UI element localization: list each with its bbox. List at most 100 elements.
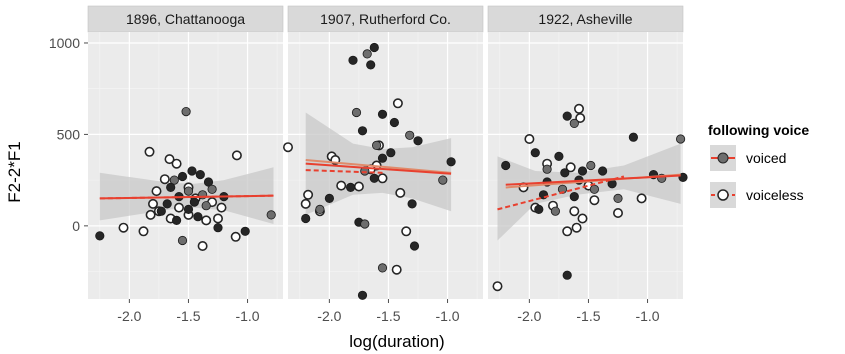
voiced-point (357, 126, 368, 136)
voiced-point (371, 140, 382, 150)
panels: 1896, Chattanooga 1907, Rutherford Co. 192… (87, 5, 688, 300)
facet-strip-label: 1896, Chattanooga (126, 11, 245, 27)
voiced-point (534, 204, 544, 214)
facet-strip-label: 1907, Rutherford Co. (320, 11, 451, 27)
x-axis-title: log(duration) (349, 332, 444, 351)
voiceless-point (216, 202, 227, 213)
voiced-point (348, 55, 358, 65)
voiced-point (501, 160, 511, 171)
voiced-point (557, 184, 568, 194)
confidence-band (99, 167, 274, 224)
voiced-point (569, 118, 579, 129)
voiced-point (597, 166, 608, 176)
x-tick-label: -2.0 (117, 308, 141, 324)
voiced-point (201, 201, 211, 211)
voiceless-point (118, 222, 129, 233)
voiced-point (177, 171, 188, 182)
voiceless-point (571, 222, 582, 233)
voiced-point (569, 192, 579, 202)
legend-point-voiceless (717, 189, 729, 201)
voiceless-point (353, 181, 364, 192)
facet-panel: 1896, Chattanooga (87, 5, 284, 299)
voiceless-fit-line (305, 169, 383, 174)
voiced-fit-line (305, 162, 452, 175)
voiced-point (366, 60, 376, 70)
voiced-point (156, 206, 166, 216)
voiced-point (345, 182, 356, 192)
voiceless-point (148, 198, 159, 209)
voiced-point (324, 193, 334, 203)
voiced-point (362, 49, 372, 59)
overall-fit-line (305, 159, 452, 174)
x-tick-label: -1.5 (576, 308, 600, 324)
voiced-point (386, 148, 396, 158)
legend: following voice voiced voiceless (708, 122, 809, 208)
voiced-point (207, 184, 217, 194)
legend-point-voiced (717, 152, 729, 164)
voiceless-point (573, 103, 584, 114)
confidence-band (497, 143, 681, 241)
voiced-point (413, 136, 423, 146)
voiceless-fit-line (497, 175, 625, 211)
voiced-point (589, 184, 600, 194)
voiced-point (678, 172, 688, 182)
facet-strip-label: 1922, Asheville (538, 11, 632, 27)
voiced-point (266, 210, 276, 220)
voiceless-point (151, 186, 162, 197)
voiced-point (562, 270, 572, 280)
legend-title: following voice (708, 122, 809, 138)
voiceless-point (164, 154, 175, 165)
voiceless-point (392, 98, 403, 109)
voiceless-point (197, 241, 208, 252)
y-axis: 0 500 1000 (49, 35, 88, 234)
voiced-point (183, 186, 194, 196)
voiced-point (189, 197, 199, 207)
panel-background (88, 32, 283, 299)
voiceless-point (138, 226, 149, 237)
voiced-point (357, 290, 368, 300)
voiced-point (446, 157, 456, 167)
voiced-point (169, 175, 179, 185)
voiced-point (613, 193, 623, 203)
voiceless-point (230, 231, 241, 242)
voiced-point (409, 241, 420, 251)
x-tick-label: -2.0 (517, 308, 541, 324)
voiced-point (315, 204, 325, 214)
voiced-point (351, 107, 362, 118)
facet-panel: 1922, Asheville (487, 5, 688, 299)
voiced-point (542, 164, 552, 174)
voiced-point (628, 132, 639, 142)
voiced-fit-line (505, 174, 681, 186)
voiced-point (377, 109, 388, 119)
x-tick-label: -1.0 (435, 308, 459, 324)
voiceless-point (395, 187, 406, 198)
voiced-point (162, 199, 172, 209)
voiced-point (172, 215, 182, 225)
voiced-point (530, 148, 540, 158)
voiceless-point (145, 209, 156, 220)
voiced-point (240, 226, 250, 236)
voiced-point (586, 160, 596, 171)
x-tick-label: -1.5 (376, 308, 400, 324)
voiced-point (369, 42, 379, 53)
voiced-point (554, 151, 564, 161)
voiceless-point (144, 146, 155, 157)
y-tick-label: 1000 (49, 35, 80, 51)
voiceless-point (159, 174, 170, 185)
voiceless-point (391, 264, 402, 275)
voiced-point (213, 223, 223, 233)
voiced-point (560, 168, 570, 178)
x-tick-label: -2.0 (317, 308, 341, 324)
voiced-point (438, 175, 448, 185)
voiceless-point (565, 162, 576, 173)
facet-strip (87, 5, 284, 33)
voiced-point (562, 111, 572, 121)
voiceless-point (577, 213, 588, 224)
voiced-point (360, 219, 370, 229)
voiced-point (195, 170, 205, 180)
voiceless-point (171, 158, 182, 169)
voiceless-point (636, 193, 647, 204)
voiceless-point (282, 142, 293, 153)
x-axes: -2.0 -1.5 -1.0 -2.0 -1.5 -1.0 -2.0 -1.5 -1.0 (117, 299, 660, 324)
